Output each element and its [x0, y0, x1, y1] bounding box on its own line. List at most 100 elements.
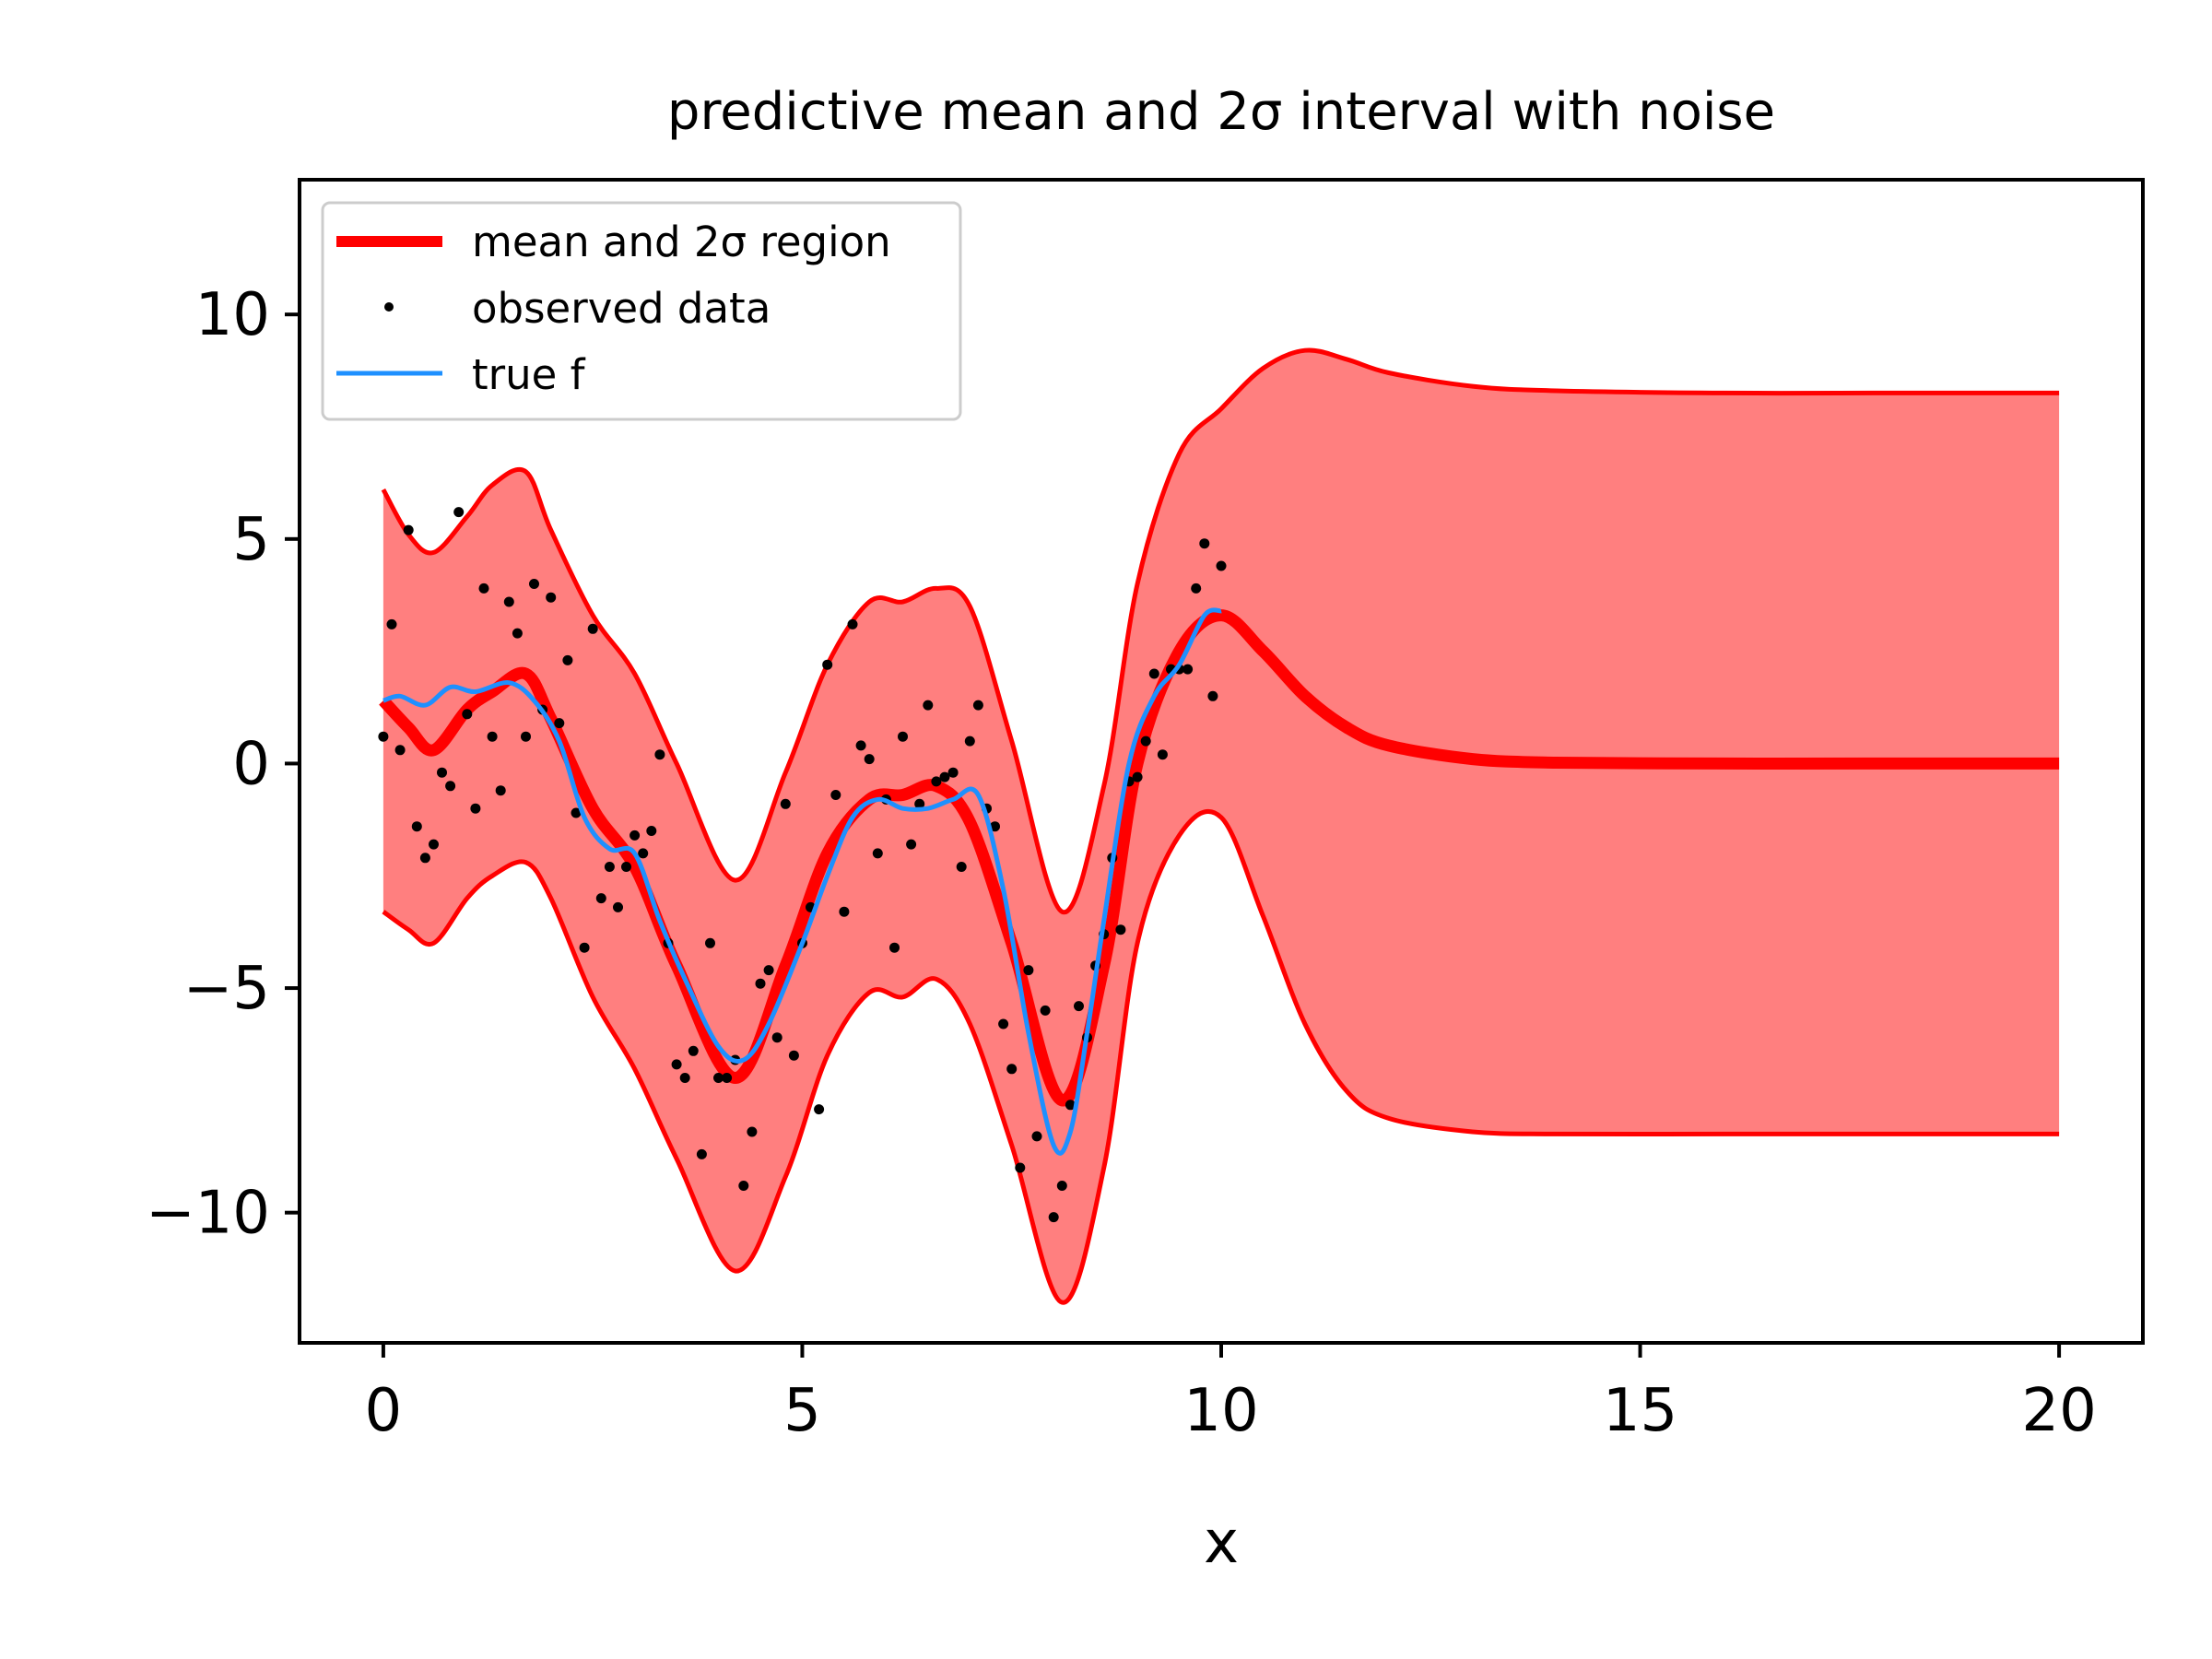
observed-point [386, 618, 397, 629]
chart-title: predictive mean and 2σ interval with noi… [667, 82, 1775, 142]
observed-point [964, 735, 975, 747]
observed-point [998, 1018, 1009, 1030]
observed-point [1140, 735, 1151, 747]
observed-point [771, 1032, 782, 1043]
observed-point [654, 749, 665, 760]
observed-point [855, 740, 866, 751]
legend-swatch-observed [384, 302, 394, 312]
observed-point [956, 862, 967, 872]
observed-point [495, 785, 506, 796]
observed-point [1056, 1181, 1067, 1191]
observed-point [755, 978, 766, 989]
legend: mean and 2σ region observed data true f [321, 201, 962, 421]
legend-frame [321, 201, 962, 421]
observed-point [839, 906, 850, 917]
observed-point [1191, 582, 1202, 594]
observed-point [604, 862, 615, 872]
observed-point [512, 628, 523, 639]
observed-point [972, 700, 983, 711]
observed-point [587, 623, 598, 634]
observed-point [1031, 1131, 1042, 1142]
y-tick-label: −5 [183, 955, 270, 1023]
observed-point [621, 862, 631, 872]
observed-point [1157, 749, 1168, 760]
x-tick-label: 15 [1603, 1377, 1677, 1445]
observed-point [872, 848, 883, 859]
observed-point [830, 790, 841, 800]
observed-point [889, 942, 900, 953]
observed-point [579, 942, 590, 953]
x-axis-label: x [1204, 1509, 1239, 1577]
observed-point [429, 839, 439, 850]
observed-point [898, 731, 908, 742]
observed-point [864, 754, 875, 765]
observed-point [470, 803, 481, 814]
observed-point [378, 731, 389, 742]
observed-point [1199, 538, 1210, 549]
observed-point [705, 937, 715, 948]
observed-point [487, 731, 498, 742]
observed-point [990, 821, 1000, 832]
observed-point [646, 826, 657, 836]
observed-point [411, 821, 422, 832]
observed-point [923, 700, 934, 711]
x-tick-label: 5 [783, 1377, 821, 1445]
observed-point [788, 1050, 799, 1061]
observed-point [671, 1059, 682, 1070]
legend-label-mean: mean and 2σ region [472, 218, 891, 266]
observed-point [478, 582, 489, 594]
plot-area [378, 347, 2060, 1305]
observed-point [638, 848, 649, 859]
observed-point [822, 659, 833, 670]
true-f-line [382, 607, 1222, 1156]
observed-point [521, 731, 531, 742]
x-tick-label: 20 [2021, 1377, 2096, 1445]
observed-point [763, 965, 774, 976]
observed-point [914, 798, 925, 809]
observed-point [1132, 771, 1143, 782]
observed-point [947, 767, 959, 778]
observed-point [1148, 668, 1159, 679]
observed-point [780, 798, 791, 809]
observed-point [1065, 1100, 1076, 1111]
observed-point [1216, 560, 1227, 571]
band-upper-line [381, 347, 2060, 914]
y-tick-label: 10 [195, 281, 270, 349]
observed-point [445, 781, 456, 792]
observed-point [696, 1148, 707, 1159]
observed-point [906, 839, 917, 850]
observed-point [419, 853, 430, 864]
observed-point [814, 1104, 825, 1115]
y-tick-label: 5 [232, 506, 270, 574]
observed-point [571, 807, 582, 818]
observed-point [1115, 924, 1126, 935]
observed-point [529, 579, 539, 589]
observed-point [562, 654, 573, 665]
observed-point [613, 901, 623, 912]
x-tick-label: 0 [365, 1377, 403, 1445]
x-tick-label: 10 [1183, 1377, 1258, 1445]
observed-point [503, 596, 514, 607]
legend-label-observed: observed data [472, 284, 771, 333]
observed-point [747, 1126, 758, 1137]
observed-point [437, 767, 447, 778]
observed-point [713, 1073, 724, 1083]
observed-point [595, 893, 606, 904]
observed-point [394, 745, 406, 756]
band-lower-line [382, 808, 2060, 1305]
observed-point [546, 592, 557, 603]
y-tick-label: −10 [146, 1180, 270, 1248]
observed-point [1040, 1005, 1051, 1016]
observed-point [1048, 1212, 1059, 1223]
legend-label-truef: true f [472, 350, 586, 399]
observed-point [679, 1073, 690, 1083]
observed-point [1074, 1001, 1084, 1012]
y-tick-label: 0 [232, 730, 270, 798]
observed-point [1023, 965, 1034, 976]
observed-point [738, 1181, 749, 1191]
band-fill [382, 349, 2060, 1303]
observed-point [939, 771, 950, 782]
y-axis: 10 5 0 −5 −10 [146, 281, 300, 1248]
observed-point [1006, 1064, 1018, 1075]
